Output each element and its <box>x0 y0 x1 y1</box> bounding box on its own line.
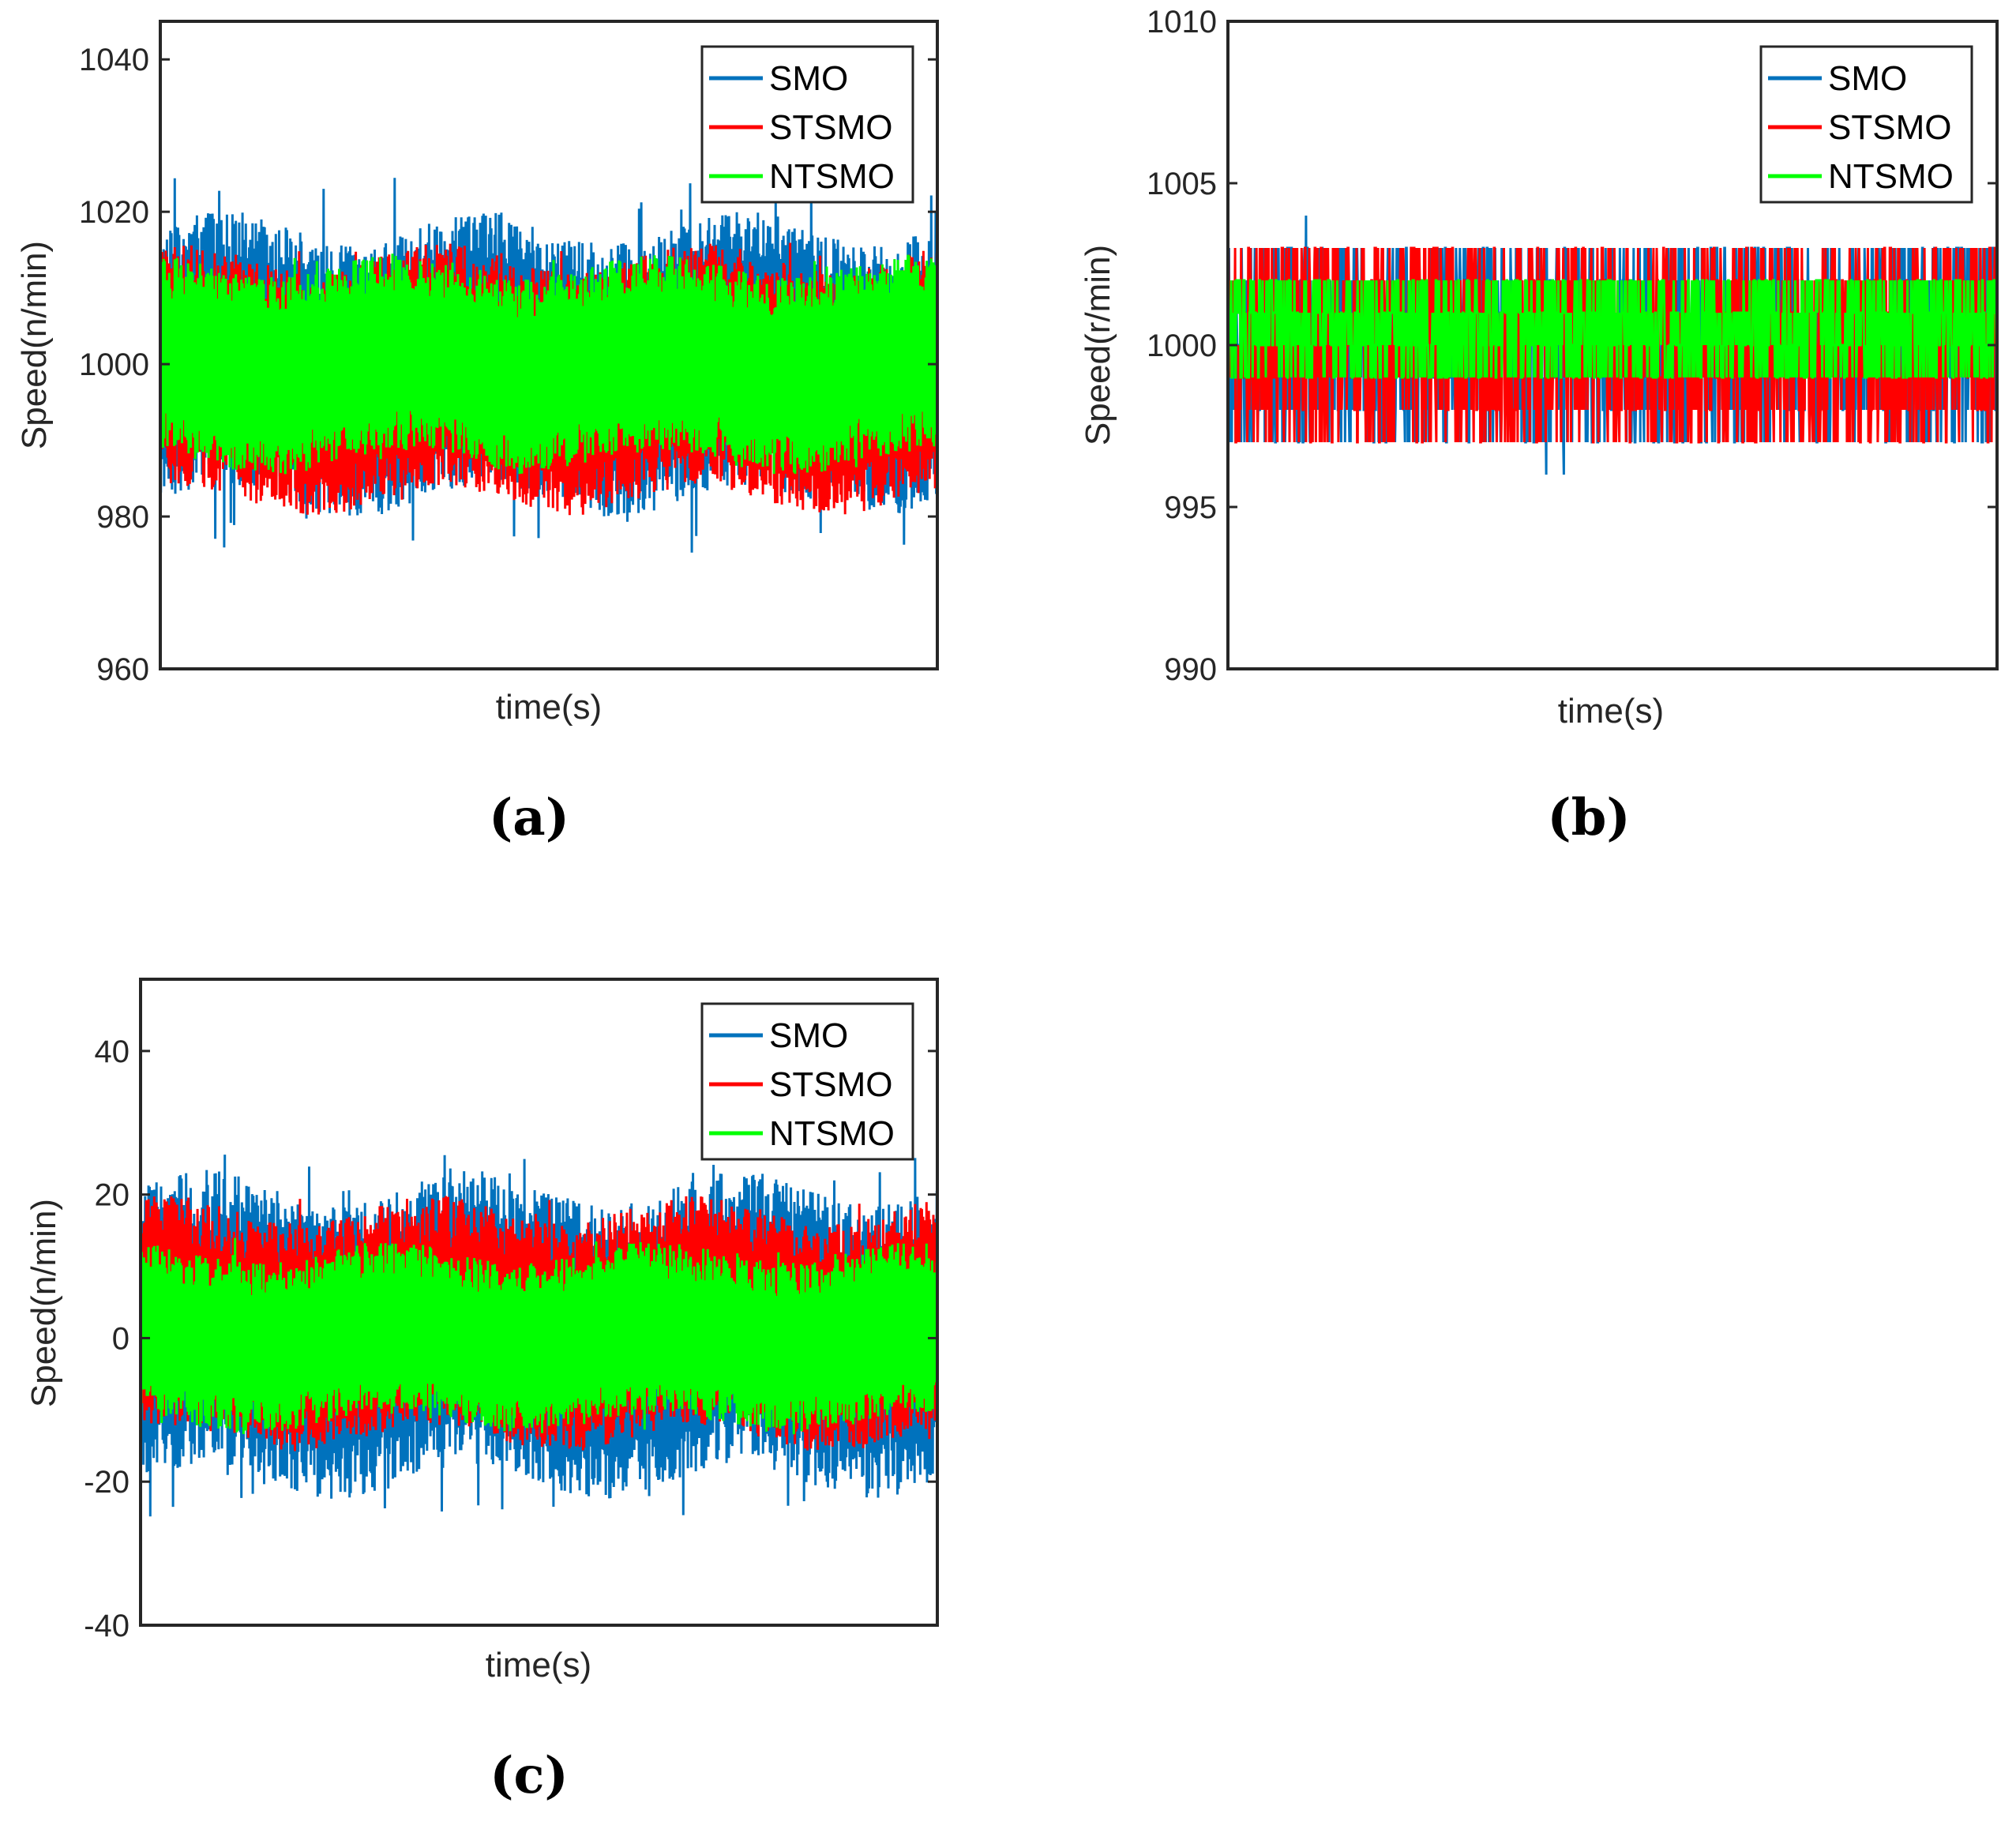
chart-b-ytick-label: 1005 <box>1147 167 1217 201</box>
chart-c-ylabel: Speed(n/min) <box>24 1199 63 1407</box>
chart-a-ytick-label: 1020 <box>79 195 149 230</box>
chart-c: -40 -20 0 20 40 Speed(n/min) time(s) SMO… <box>24 978 939 1805</box>
chart-c-legend-box <box>700 1002 914 1161</box>
chart-a: 960 980 1000 1020 1040 Speed(n/min) time… <box>15 20 939 847</box>
chart-c-ytick-label: 0 <box>112 1321 130 1356</box>
chart-c-legend: SMO STSMO NTSMO <box>700 1002 914 1161</box>
chart-b-panel-label: (b) <box>1547 788 1630 847</box>
chart-c-xlabel: time(s) <box>486 1646 591 1684</box>
chart-b-ytick-label: 1010 <box>1147 5 1217 39</box>
chart-a-ytick-label: 960 <box>96 652 149 687</box>
chart-b-legend-label-ntsmo: NTSMO <box>1828 157 1954 196</box>
chart-a-xlabel: time(s) <box>496 688 602 727</box>
chart-a-legend-label-ntsmo: NTSMO <box>769 157 895 196</box>
chart-c-series-ntsmo <box>142 1237 936 1435</box>
chart-b-ytick-label: 1000 <box>1147 329 1217 363</box>
chart-b-axes-box <box>1226 20 1999 670</box>
chart-a-ytick-labels: 960 980 1000 1020 1040 <box>79 43 149 687</box>
chart-c-axes-box <box>139 978 939 1627</box>
chart-c-ytick-labels: -40 -20 0 20 40 <box>84 1035 130 1643</box>
chart-b-legend: SMO STSMO NTSMO <box>1759 45 1973 204</box>
chart-c-series-group <box>142 1155 936 1517</box>
chart-b-ytick-labels: 990 995 1000 1005 1010 <box>1147 5 1217 687</box>
chart-c-ytick-label: 40 <box>95 1035 130 1069</box>
chart-a-ytick-label: 1000 <box>79 347 149 382</box>
chart-a-series-group <box>162 175 936 553</box>
chart-a-legend: SMO STSMO NTSMO <box>700 45 914 204</box>
chart-a-ytick-label: 1040 <box>79 43 149 77</box>
chart-b-legend-label-smo: SMO <box>1828 59 1907 98</box>
chart-c-panel-label: (c) <box>490 1746 569 1805</box>
chart-c-legend-label-stsmo: STSMO <box>769 1065 892 1104</box>
chart-a-panel-label: (a) <box>489 788 569 847</box>
chart-a-ylabel: Speed(n/min) <box>15 241 54 449</box>
chart-a-series-ntsmo <box>162 253 936 475</box>
chart-b-series-ntsmo <box>1229 279 1995 379</box>
chart-b: 990 995 1000 1005 1010 Speed(r/min) time… <box>1079 5 1999 847</box>
chart-c-legend-label-smo: SMO <box>769 1016 848 1055</box>
chart-a-legend-label-stsmo: STSMO <box>769 108 892 147</box>
chart-c-ytick-label: -40 <box>84 1609 130 1643</box>
chart-b-xlabel: time(s) <box>1558 692 1664 730</box>
chart-c-ytick-label: -20 <box>84 1465 130 1500</box>
chart-a-axes-box <box>159 20 939 670</box>
chart-c-ytick-label: 20 <box>95 1178 130 1213</box>
chart-b-ytick-label: 990 <box>1164 652 1217 687</box>
chart-b-legend-label-stsmo: STSMO <box>1828 108 1951 147</box>
chart-a-ytick-label: 980 <box>96 500 149 535</box>
chart-b-ylabel: Speed(r/min) <box>1079 245 1117 445</box>
chart-c-legend-label-ntsmo: NTSMO <box>769 1114 895 1153</box>
chart-b-series-group <box>1229 215 1995 475</box>
chart-a-legend-label-smo: SMO <box>769 59 848 98</box>
chart-b-ytick-label: 995 <box>1164 490 1217 525</box>
